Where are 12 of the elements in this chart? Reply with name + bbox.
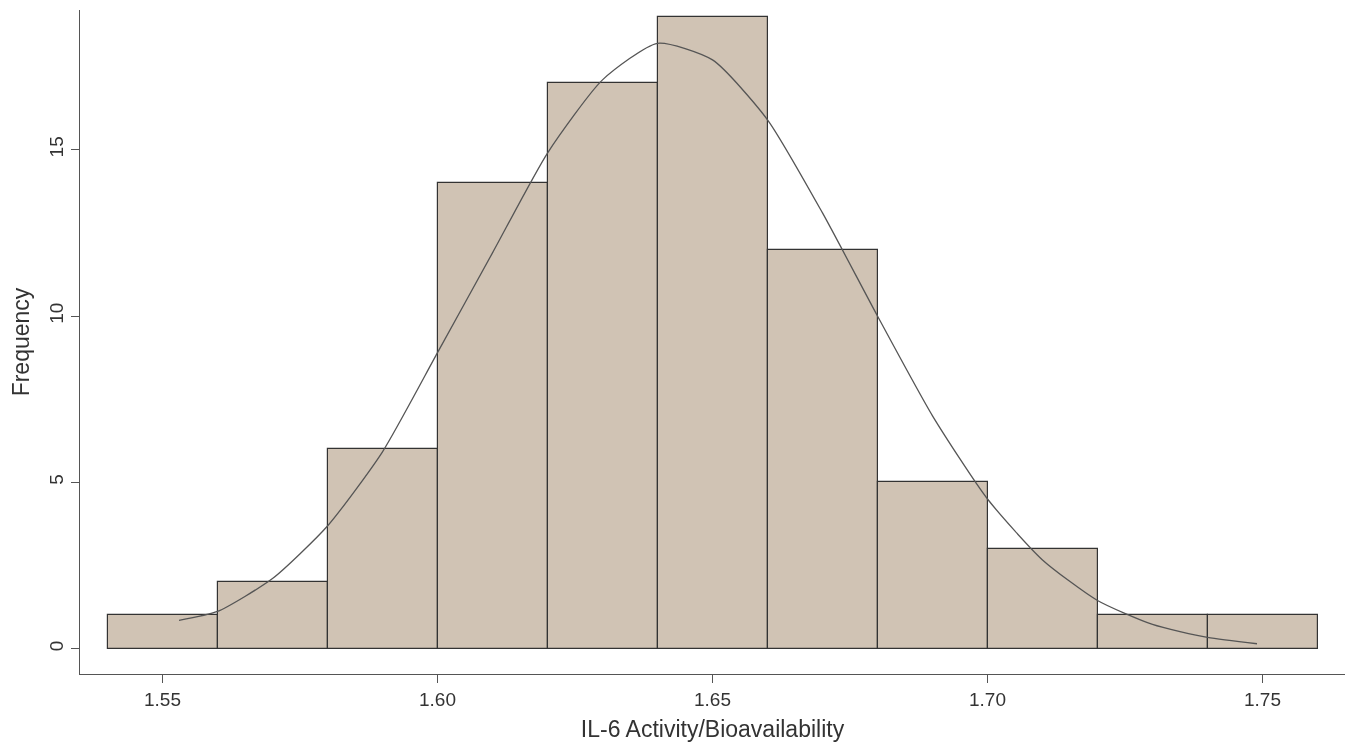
- x-tick-label: 1.70: [969, 688, 1006, 710]
- y-tick-label: 0: [46, 640, 68, 652]
- y-tick-label: 5: [46, 474, 68, 485]
- line-series: [178, 42, 1258, 645]
- x-tick-label: 1.75: [1244, 688, 1281, 710]
- x-tick-label: 1.65: [694, 688, 731, 710]
- x-tick-label: 1.55: [144, 688, 181, 710]
- y-tick-label: 10: [46, 302, 68, 324]
- y-tick-label: 15: [46, 136, 68, 158]
- y-axis-title: Frequency: [7, 287, 34, 397]
- x-tick-label: 1.60: [419, 688, 456, 710]
- x-axis-title: IL-6 Activity/Bioavailability: [580, 716, 845, 743]
